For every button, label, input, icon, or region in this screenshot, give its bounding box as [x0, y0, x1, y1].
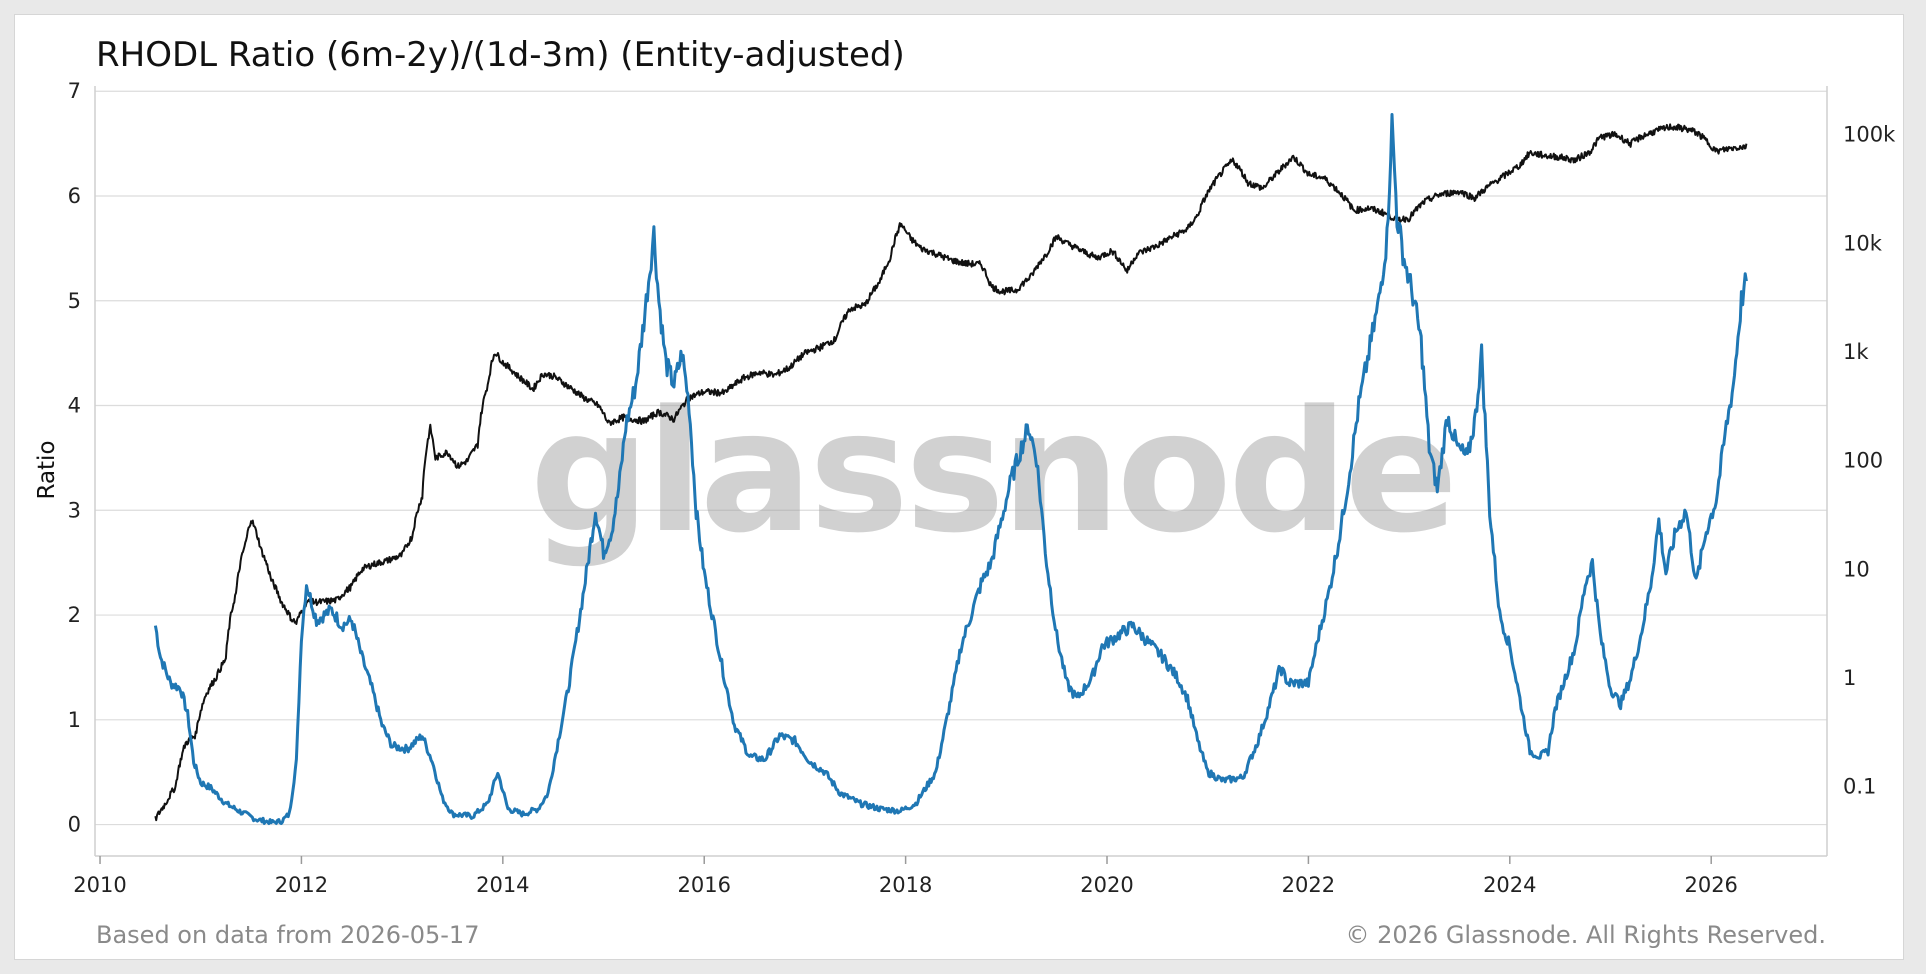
grid	[95, 90, 1827, 826]
x-tick-label-5: 2020	[1080, 873, 1133, 897]
y-tick-label-2: 2	[68, 603, 81, 627]
chart-title: RHODL Ratio (6m-2y)/(1d-3m) (Entity-adju…	[96, 35, 905, 75]
y-tick-label-0: 0	[68, 813, 81, 837]
x-tick-label-6: 2022	[1282, 873, 1335, 897]
y2-tick-label-2: 10	[1843, 557, 1870, 581]
y-tick-label-4: 4	[68, 394, 81, 418]
footer-source-date: Based on data from 2026-05-17	[96, 921, 479, 949]
series-ratio-line	[153, 113, 1748, 825]
chart-frame	[14, 14, 1904, 960]
y2-tick-label-5: 10k	[1843, 231, 1883, 255]
x-tick-label-4: 2018	[879, 873, 932, 897]
right-y-ticks: 0.1 1 10 100 1k 10k 100k	[1843, 123, 1896, 799]
series-price-line	[154, 123, 1748, 822]
y2-tick-label-6: 100k	[1843, 123, 1896, 147]
footer-copyright: © 2026 Glassnode. All Rights Reserved.	[1345, 921, 1826, 949]
y-tick-label-6: 6	[68, 184, 81, 208]
y-tick-label-5: 5	[68, 289, 81, 313]
x-ticks: 2010 2012 2014 2016 2018 2020 2022 2024 2026	[73, 856, 1738, 897]
y-axis-label: Ratio	[34, 440, 60, 499]
x-tick-label-0: 2010	[73, 873, 126, 897]
y-tick-label-7: 7	[68, 79, 81, 103]
y-tick-label-3: 3	[68, 498, 81, 522]
left-y-ticks: 0 1 2 3 4 5 6 7	[68, 79, 81, 836]
y-tick-label-1: 1	[68, 708, 81, 732]
x-tick-label-3: 2016	[677, 873, 730, 897]
y2-tick-label-4: 1k	[1843, 340, 1869, 364]
x-tick-label-2: 2014	[476, 873, 529, 897]
y2-tick-label-3: 100	[1843, 449, 1883, 473]
watermark: glassnode	[530, 374, 1454, 570]
x-tick-label-8: 2026	[1684, 873, 1737, 897]
x-tick-label-1: 2012	[275, 873, 328, 897]
x-tick-label-7: 2024	[1483, 873, 1536, 897]
y2-tick-label-1: 1	[1843, 666, 1856, 690]
y2-tick-label-0: 0.1	[1843, 775, 1876, 799]
